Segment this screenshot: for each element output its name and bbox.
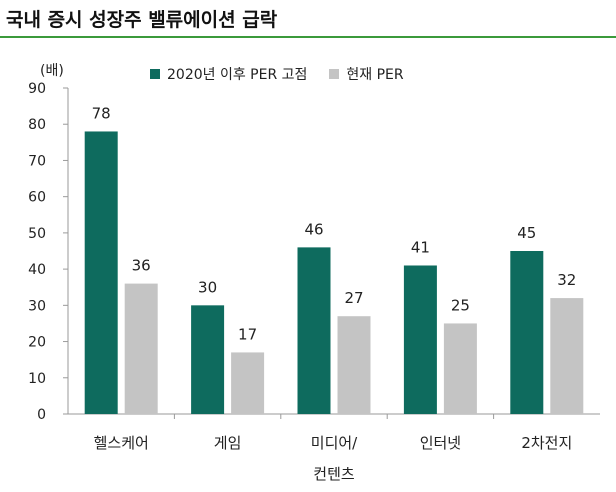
- bar-peak-per: [403, 265, 437, 414]
- legend-swatch-peak-per: [150, 69, 160, 79]
- x-tick-label: 미디어/: [311, 434, 358, 452]
- legend-label-current-per: 현재 PER: [346, 67, 404, 83]
- legend-item-peak-per: 2020년 이후 PER 고점: [150, 64, 307, 84]
- bar-current-per: [337, 316, 371, 414]
- data-label: 27: [344, 289, 363, 307]
- data-label: 32: [557, 271, 576, 289]
- bar-current-per: [550, 298, 584, 414]
- title-underline: [0, 36, 616, 38]
- bar-peak-per: [297, 247, 331, 414]
- bar-current-per: [443, 323, 477, 414]
- x-tick-label: 게임: [214, 434, 242, 452]
- data-label: 46: [304, 220, 323, 238]
- legend-label-peak-per: 2020년 이후 PER 고점: [167, 67, 308, 83]
- x-tick-label: 인터넷: [420, 434, 461, 452]
- bar-current-per: [231, 352, 265, 414]
- y-tick-label: 10: [28, 371, 46, 387]
- data-label: 41: [411, 238, 430, 256]
- y-tick-label: 0: [37, 407, 46, 423]
- bar-current-per: [124, 283, 158, 414]
- data-label: 45: [517, 224, 536, 242]
- chart-title: 국내 증시 성장주 밸류에이션 급락: [6, 9, 278, 31]
- y-tick-label: 30: [28, 298, 46, 314]
- y-tick-label: 60: [28, 190, 46, 206]
- bar-peak-per: [510, 251, 544, 414]
- x-tick-label: 헬스케어: [94, 434, 149, 452]
- x-tick-label: 2차전지: [521, 434, 572, 452]
- legend-item-current-per: 현재 PER: [329, 64, 404, 84]
- legend-swatch-current-per: [329, 69, 340, 79]
- y-tick-label: 40: [28, 262, 46, 278]
- x-tick-label: 컨텐츠: [313, 465, 355, 483]
- y-tick-label: 80: [28, 117, 46, 133]
- bar-peak-per: [84, 131, 118, 414]
- y-tick-label: 50: [28, 226, 46, 242]
- data-label: 36: [132, 257, 151, 275]
- chart-legend: 2020년 이후 PER 고점 현재 PER: [150, 64, 426, 84]
- data-label: 78: [92, 104, 111, 122]
- data-label: 25: [451, 296, 470, 314]
- y-tick-label: 90: [28, 81, 46, 97]
- bar-peak-per: [191, 305, 225, 414]
- y-axis-unit-label: (배): [40, 63, 64, 79]
- y-tick-label: 70: [28, 153, 46, 169]
- data-label: 30: [198, 278, 217, 296]
- data-label: 17: [238, 325, 257, 343]
- y-tick-label: 20: [28, 335, 46, 351]
